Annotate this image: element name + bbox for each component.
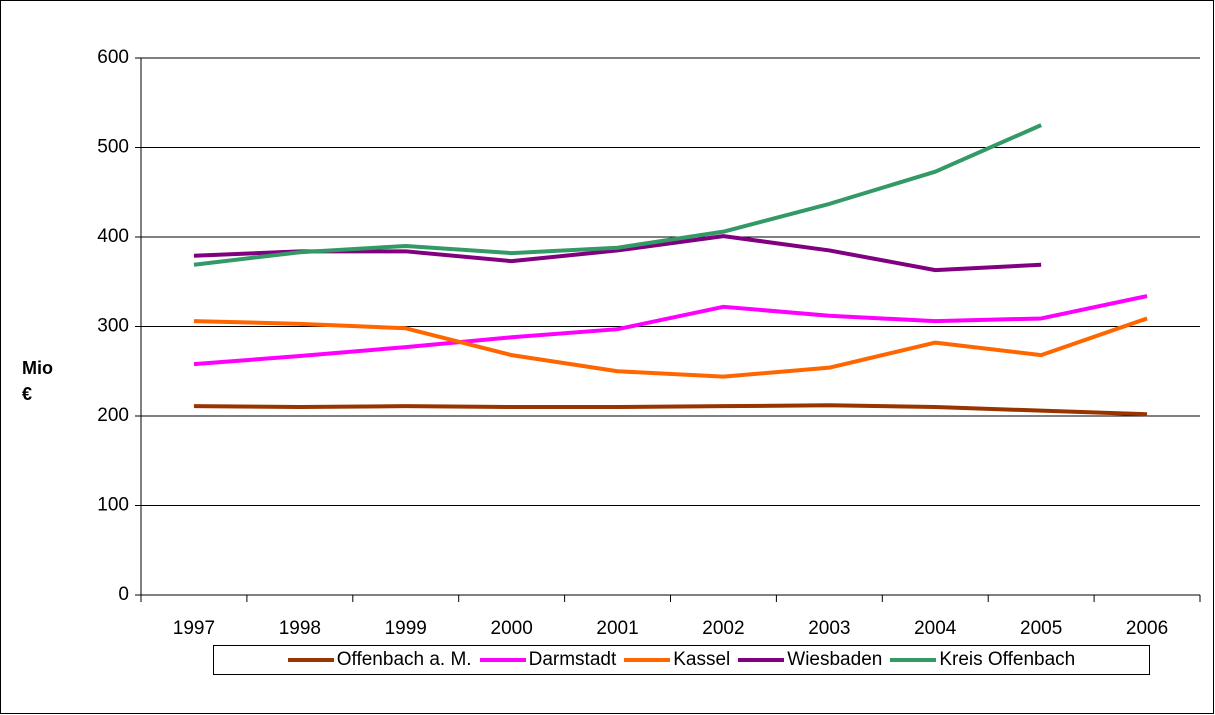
y-tick-label: 0 <box>118 584 129 605</box>
legend-item: Kreis Offenbach <box>890 649 1075 671</box>
x-tick-label: 2002 <box>702 618 744 639</box>
x-tick-label: 1998 <box>279 618 321 639</box>
legend-item: Wiesbaden <box>738 649 882 671</box>
x-tick-label: 1997 <box>173 618 215 639</box>
series-line <box>193 316 1148 379</box>
legend-label: Wiesbaden <box>787 649 883 670</box>
legend-swatch <box>738 658 785 662</box>
legend-item: Kassel <box>624 649 730 671</box>
x-tick-label: 2000 <box>491 618 533 639</box>
x-tick-label: 2001 <box>596 618 638 639</box>
legend-item: Offenbach a. M. <box>287 649 472 671</box>
series-line <box>193 123 1042 267</box>
legend-swatch <box>890 658 937 662</box>
x-tick-label: 2005 <box>1020 618 1062 639</box>
x-tick-label: 2004 <box>914 618 957 639</box>
y-tick-label: 300 <box>97 316 129 337</box>
y-tick-label: 200 <box>97 405 129 426</box>
legend-swatch <box>287 658 334 662</box>
y-tick-label: 400 <box>97 226 129 247</box>
legend-item: Darmstadt <box>479 649 617 671</box>
series-line <box>193 234 1042 273</box>
x-tick-label: 2006 <box>1126 618 1168 639</box>
legend-label: Offenbach a. M. <box>336 649 472 670</box>
series-line <box>193 403 1148 417</box>
x-tick-label: 1999 <box>385 618 427 639</box>
y-tick-label: 600 <box>97 47 129 68</box>
y-axis-label: Mio € <box>22 358 53 404</box>
series-line <box>193 294 1148 367</box>
legend: Offenbach a. M. Darmstadt Kassel Wiesbaden K… <box>213 645 1150 675</box>
legend-label: Darmstadt <box>528 649 617 670</box>
legend-label: Kassel <box>673 649 731 670</box>
y-tick-label: 500 <box>97 137 129 158</box>
legend-label: Kreis Offenbach <box>939 649 1076 670</box>
legend-swatch <box>624 658 671 662</box>
y-tick-label: 100 <box>97 495 129 516</box>
legend-swatch <box>479 658 526 662</box>
x-tick-label: 2003 <box>808 618 850 639</box>
